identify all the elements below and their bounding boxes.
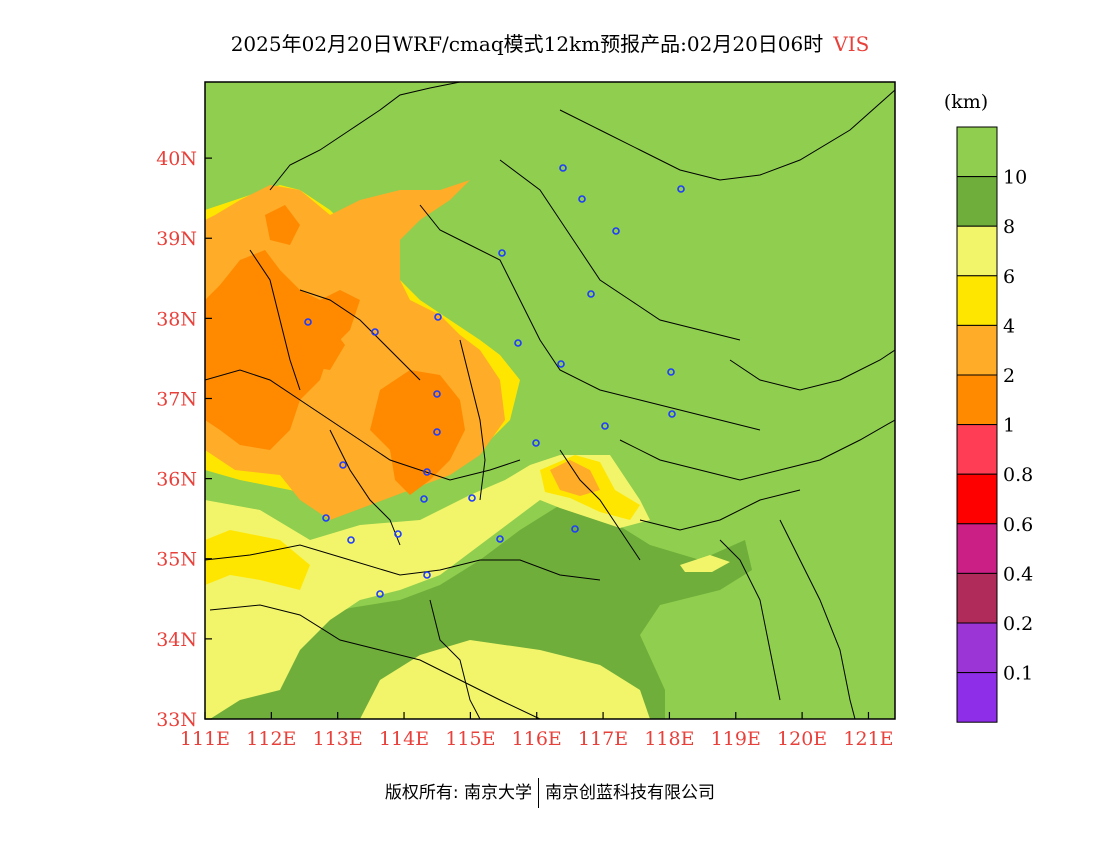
x-tick-label: 115E [445,728,495,750]
colorbar-swatch [956,374,998,426]
station-marker [571,525,579,533]
vis-zone-1-2-central [370,370,465,495]
colorbar-swatch [956,176,998,227]
copyright-text: 版权所有: 南京大学 [384,783,533,803]
x-tick-label: 114E [379,728,429,750]
x-tick-label: 111E [180,728,230,750]
station-marker [347,536,355,544]
x-tick-label: 112E [246,728,296,750]
colorbar-level-label: 0.8 [1003,464,1033,486]
vis-zone-8-10-south [205,505,752,719]
station-marker [433,390,441,398]
company-text: 南京创蓝科技有限公司 [545,783,716,803]
colorbar-level-label: 1 [1003,415,1015,437]
title-main: 2025年02月20日WRF/cmaq模式12km预报产品:02月20日06时 [230,32,824,56]
y-tick-label: 33N [156,709,197,731]
vis-zone-1-2-north [265,205,300,245]
colorbar-level-label: 2 [1003,365,1015,387]
y-tick-label: 38N [156,308,197,330]
station-marker [394,530,402,538]
y-axis: 33N 34N 35N 36N 37N 38N 39N 40N [156,148,212,731]
colorbar-level-label: 0.6 [1003,514,1033,536]
x-tick-label: 121E [843,728,893,750]
map-title: 2025年02月20日WRF/cmaq模式12km预报产品:02月20日06时 V… [0,28,1100,57]
vis-zone-6-8-east [680,555,730,572]
station-marker [423,468,431,476]
station-marker [514,339,522,347]
station-marker [668,410,676,418]
station-markers [304,164,685,598]
colorbar: (km) 10 8 6 4 2 1 0.8 0.6 0.4 0.2 0.1 [944,91,1033,723]
colorbar-level-label: 0.4 [1003,563,1033,585]
y-tick-label: 36N [156,469,197,491]
station-marker [339,461,347,469]
y-tick-label: 34N [156,629,197,651]
colorbar-swatch [956,424,998,475]
colorbar-swatch [956,473,998,525]
plot-frame [204,81,896,720]
colorbar-level-label: 4 [1003,315,1015,337]
station-marker [667,368,675,376]
colorbar-level-label: 6 [1003,266,1015,288]
x-axis: 111E 112E 113E 114E 115E 116E 117E 118E 119E 120E… [180,712,894,750]
colorbar-swatch [956,523,998,574]
plot-area [205,82,895,719]
colorbar-unit: (km) [944,91,988,113]
x-tick-label: 117E [578,728,628,750]
station-marker [496,535,504,543]
colorbar-swatch [956,572,998,624]
colorbar-swatch [956,275,998,326]
colorbar-swatch [956,225,998,277]
station-marker [677,185,685,193]
colorbar-swatch [956,672,998,723]
colorbar-swatch [956,126,998,178]
x-tick-label: 116E [512,728,562,750]
station-marker [578,195,586,203]
station-marker [468,494,476,502]
vis-zone-6-8-south [360,640,650,719]
colorbar-swatch [956,324,998,376]
x-tick-label: 119E [711,728,761,750]
station-marker [532,439,540,447]
title-variable: VIS [833,32,870,56]
y-tick-label: 39N [156,228,197,250]
boundary-lines [205,82,895,719]
colorbar-level-label: 10 [1003,167,1027,189]
station-marker [423,571,431,579]
station-marker [557,360,565,368]
colorbar-swatch [956,622,998,674]
footer: 版权所有: 南京大学 南京创蓝科技有限公司 [0,778,1100,808]
vis-zone-6-8-west [205,590,300,670]
x-tick-label: 113E [313,728,363,750]
y-tick-label: 37N [156,388,197,410]
station-marker [420,495,428,503]
vis-zone-1-2-west [205,250,360,450]
y-tick-label: 40N [156,148,197,170]
station-marker [559,164,567,172]
colorbar-level-label: 8 [1003,216,1015,238]
station-marker [371,328,379,336]
station-marker [601,422,609,430]
station-marker [612,227,620,235]
colorbar-level-label: 0.2 [1003,613,1033,635]
x-tick-label: 120E [777,728,827,750]
x-tick-label: 118E [644,728,694,750]
y-tick-label: 35N [156,549,197,571]
station-marker [322,514,330,522]
vis-zone-4-6-south [205,530,310,590]
station-marker [498,249,506,257]
footer-separator [538,778,540,808]
vis-zone-1-2-mid [300,325,345,370]
station-marker [376,590,384,598]
station-marker [587,290,595,298]
station-marker [433,428,441,436]
station-marker [304,318,312,326]
station-marker [434,313,442,321]
colorbar-level-label: 0.1 [1003,663,1033,685]
